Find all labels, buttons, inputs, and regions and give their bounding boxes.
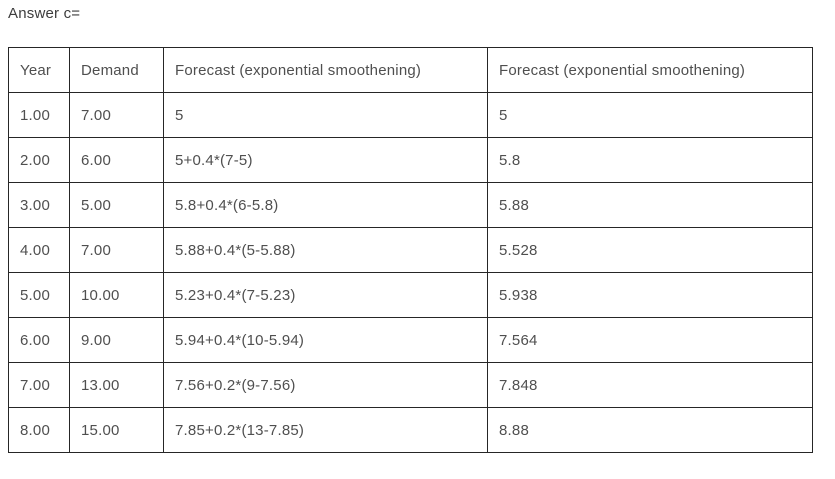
table-row: 4.00 7.00 5.88+0.4*(5-5.88) 5.528	[8, 227, 813, 273]
cell-year: 2.00	[8, 137, 70, 183]
column-header-forecast-formula: Forecast (exponential smoothening)	[163, 47, 488, 93]
cell-forecast-value: 5.8	[487, 137, 813, 183]
cell-forecast-formula: 5	[163, 92, 488, 138]
cell-year: 5.00	[8, 272, 70, 318]
cell-year: 6.00	[8, 317, 70, 363]
cell-forecast-formula: 5.23+0.4*(7-5.23)	[163, 272, 488, 318]
table-row: 5.00 10.00 5.23+0.4*(7-5.23) 5.938	[8, 272, 813, 318]
table-row: 7.00 13.00 7.56+0.2*(9-7.56) 7.848	[8, 362, 813, 408]
cell-demand: 7.00	[69, 227, 164, 273]
column-header-demand: Demand	[69, 47, 164, 93]
table-row: 6.00 9.00 5.94+0.4*(10-5.94) 7.564	[8, 317, 813, 363]
cell-year: 7.00	[8, 362, 70, 408]
cell-forecast-value: 5.938	[487, 272, 813, 318]
cell-forecast-value: 8.88	[487, 407, 813, 453]
cell-year: 3.00	[8, 182, 70, 228]
cell-demand: 15.00	[69, 407, 164, 453]
cell-demand: 6.00	[69, 137, 164, 183]
cell-year: 8.00	[8, 407, 70, 453]
cell-forecast-value: 5.528	[487, 227, 813, 273]
table-row: 8.00 15.00 7.85+0.2*(13-7.85) 8.88	[8, 407, 813, 453]
cell-demand: 5.00	[69, 182, 164, 228]
cell-forecast-formula: 5.94+0.4*(10-5.94)	[163, 317, 488, 363]
table-row: 1.00 7.00 5 5	[8, 92, 813, 138]
cell-forecast-value: 7.848	[487, 362, 813, 408]
cell-demand: 10.00	[69, 272, 164, 318]
cell-forecast-formula: 5.8+0.4*(6-5.8)	[163, 182, 488, 228]
table-row: 3.00 5.00 5.8+0.4*(6-5.8) 5.88	[8, 182, 813, 228]
cell-forecast-formula: 5+0.4*(7-5)	[163, 137, 488, 183]
answer-label: Answer c=	[8, 5, 81, 22]
cell-forecast-value: 5.88	[487, 182, 813, 228]
cell-forecast-value: 7.564	[487, 317, 813, 363]
cell-year: 4.00	[8, 227, 70, 273]
table-row: 2.00 6.00 5+0.4*(7-5) 5.8	[8, 137, 813, 183]
column-header-forecast-value: Forecast (exponential smoothening)	[487, 47, 813, 93]
cell-demand: 13.00	[69, 362, 164, 408]
cell-forecast-formula: 7.85+0.2*(13-7.85)	[163, 407, 488, 453]
cell-forecast-formula: 7.56+0.2*(9-7.56)	[163, 362, 488, 408]
table-header-row: Year Demand Forecast (exponential smooth…	[8, 47, 813, 93]
cell-forecast-value: 5	[487, 92, 813, 138]
cell-forecast-formula: 5.88+0.4*(5-5.88)	[163, 227, 488, 273]
column-header-year: Year	[8, 47, 70, 93]
cell-demand: 9.00	[69, 317, 164, 363]
forecast-table: Year Demand Forecast (exponential smooth…	[8, 47, 813, 453]
cell-year: 1.00	[8, 92, 70, 138]
cell-demand: 7.00	[69, 92, 164, 138]
